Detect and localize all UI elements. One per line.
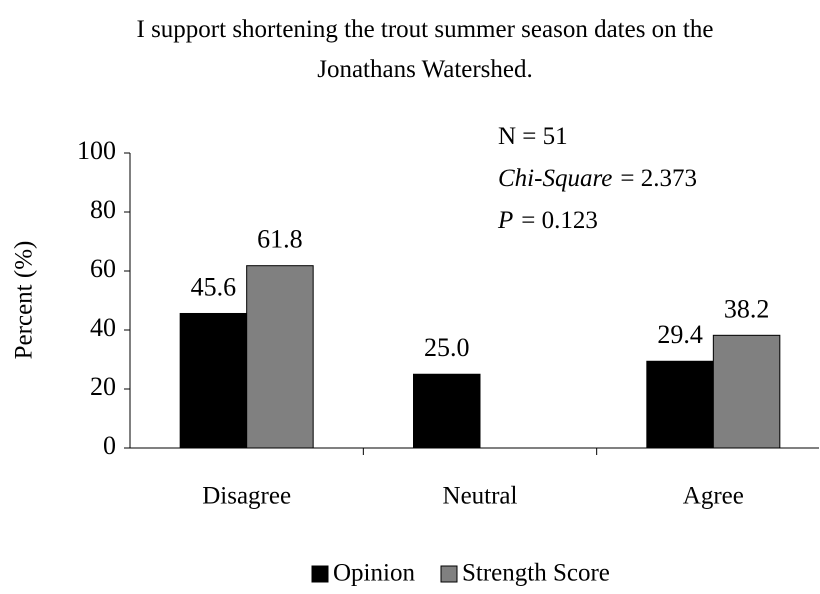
y-tick-label: 0 xyxy=(103,431,116,460)
annotation: N = 51 xyxy=(498,123,568,150)
x-tick-label: Disagree xyxy=(202,483,291,510)
annotation: P = 0.123 xyxy=(497,207,598,234)
value-label: 45.6 xyxy=(191,272,237,301)
bar xyxy=(179,312,248,449)
value-label: 25.0 xyxy=(424,333,470,362)
annotation-text: = 2.373 xyxy=(620,165,697,192)
y-tick-label: 20 xyxy=(90,372,116,401)
legend-label: Strength Score xyxy=(462,560,610,587)
y-tick-label: 100 xyxy=(77,136,116,165)
value-label: 61.8 xyxy=(257,225,303,254)
y-tick-label: 40 xyxy=(90,313,116,342)
annotation-text: N = 51 xyxy=(498,123,568,150)
y-tick-label: 60 xyxy=(90,254,116,283)
annotation: Chi-Square = 2.373 xyxy=(498,165,697,192)
bar xyxy=(246,265,314,449)
y-tick-label: 80 xyxy=(90,195,116,224)
bar xyxy=(646,360,714,449)
value-label: 29.4 xyxy=(657,320,703,349)
y-axis-label: Percent (%) xyxy=(11,241,38,360)
legend-swatch xyxy=(440,565,458,583)
legend-label: Opinion xyxy=(333,560,415,587)
annotation-text: = 0.123 xyxy=(521,207,598,234)
bar xyxy=(712,334,781,449)
x-tick-label: Neutral xyxy=(443,483,518,510)
x-tick-label: Agree xyxy=(683,483,744,510)
bar xyxy=(413,373,481,449)
annotation-label: Chi-Square xyxy=(498,165,612,192)
value-label: 38.2 xyxy=(724,294,770,323)
annotation-label: P xyxy=(497,207,513,234)
chart-title: I support shortening the trout summer se… xyxy=(136,16,714,83)
legend-swatch xyxy=(311,565,329,583)
